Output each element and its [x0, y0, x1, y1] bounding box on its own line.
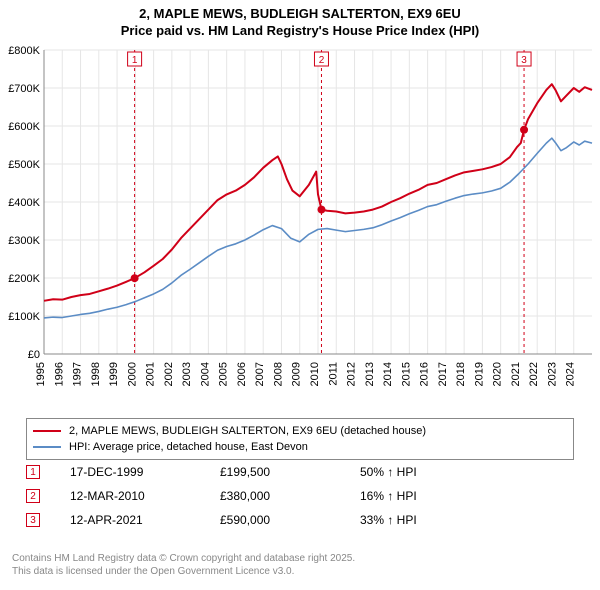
svg-text:2010: 2010	[309, 362, 321, 386]
legend-label-property: 2, MAPLE MEWS, BUDLEIGH SALTERTON, EX9 6…	[69, 425, 426, 437]
svg-text:1997: 1997	[72, 362, 84, 386]
marker-price-3: £590,000	[220, 513, 360, 527]
legend-row-property: 2, MAPLE MEWS, BUDLEIGH SALTERTON, EX9 6…	[33, 423, 567, 439]
marker-delta-1: 50% ↑ HPI	[360, 465, 480, 479]
license-line-2: This data is licensed under the Open Gov…	[12, 565, 355, 578]
title-line-2: Price paid vs. HM Land Registry's House …	[0, 23, 600, 40]
svg-text:2009: 2009	[291, 362, 303, 386]
svg-text:3: 3	[521, 55, 527, 66]
svg-text:£600K: £600K	[8, 121, 40, 133]
svg-text:£800K: £800K	[8, 45, 40, 57]
legend-label-hpi: HPI: Average price, detached house, East…	[69, 441, 308, 453]
page: 2, MAPLE MEWS, BUDLEIGH SALTERTON, EX9 6…	[0, 0, 600, 590]
marker-date-3: 12-APR-2021	[70, 513, 220, 527]
legend-row-hpi: HPI: Average price, detached house, East…	[33, 439, 567, 455]
marker-badge-1: 1	[26, 465, 40, 479]
marker-delta-3: 33% ↑ HPI	[360, 513, 480, 527]
svg-text:2017: 2017	[437, 362, 449, 386]
legend-swatch-hpi	[33, 446, 61, 448]
svg-text:2008: 2008	[272, 362, 284, 386]
marker-row-1: 1 17-DEC-1999 £199,500 50% ↑ HPI	[26, 460, 480, 484]
svg-text:2023: 2023	[546, 362, 558, 386]
marker-badge-3: 3	[26, 513, 40, 527]
marker-delta-2: 16% ↑ HPI	[360, 489, 480, 503]
legend: 2, MAPLE MEWS, BUDLEIGH SALTERTON, EX9 6…	[26, 418, 574, 460]
svg-text:2011: 2011	[327, 362, 339, 386]
marker-date-2: 12-MAR-2010	[70, 489, 220, 503]
legend-swatch-property	[33, 430, 61, 432]
svg-text:2004: 2004	[199, 362, 211, 386]
svg-text:2020: 2020	[492, 362, 504, 386]
svg-text:2007: 2007	[254, 362, 266, 386]
chart: £0 £100K £200K £300K £400K £500K £600K £700K £80…	[0, 42, 600, 412]
svg-text:2018: 2018	[455, 362, 467, 386]
svg-text:2001: 2001	[145, 362, 157, 386]
svg-text:2012: 2012	[346, 362, 358, 386]
marker-price-2: £380,000	[220, 489, 360, 503]
svg-text:2019: 2019	[473, 362, 485, 386]
svg-text:£200K: £200K	[8, 273, 40, 285]
svg-text:2016: 2016	[419, 362, 431, 386]
svg-text:2002: 2002	[163, 362, 175, 386]
marker-row-2: 2 12-MAR-2010 £380,000 16% ↑ HPI	[26, 484, 480, 508]
svg-text:1998: 1998	[90, 362, 102, 386]
svg-text:2024: 2024	[565, 362, 577, 386]
svg-text:2014: 2014	[382, 362, 394, 386]
svg-text:£500K: £500K	[8, 159, 40, 171]
svg-text:2000: 2000	[126, 362, 138, 386]
svg-text:£400K: £400K	[8, 197, 40, 209]
marker-badge-2: 2	[26, 489, 40, 503]
marker-table: 1 17-DEC-1999 £199,500 50% ↑ HPI 2 12-MA…	[26, 460, 480, 532]
svg-text:2006: 2006	[236, 362, 248, 386]
marker-price-1: £199,500	[220, 465, 360, 479]
svg-text:2021: 2021	[510, 362, 522, 386]
chart-svg: £0 £100K £200K £300K £400K £500K £600K £700K £80…	[0, 42, 600, 412]
marker-row-3: 3 12-APR-2021 £590,000 33% ↑ HPI	[26, 508, 480, 532]
svg-text:£0: £0	[28, 349, 40, 361]
marker-date-1: 17-DEC-1999	[70, 465, 220, 479]
svg-text:2003: 2003	[181, 362, 193, 386]
svg-text:1996: 1996	[53, 362, 65, 386]
svg-text:2013: 2013	[364, 362, 376, 386]
svg-text:2005: 2005	[218, 362, 230, 386]
svg-text:1: 1	[132, 55, 138, 66]
license-line-1: Contains HM Land Registry data © Crown c…	[12, 552, 355, 565]
svg-text:1999: 1999	[108, 362, 120, 386]
svg-text:£100K: £100K	[8, 311, 40, 323]
svg-text:£700K: £700K	[8, 83, 40, 95]
svg-text:2015: 2015	[400, 362, 412, 386]
svg-text:1995: 1995	[35, 362, 47, 386]
title-block: 2, MAPLE MEWS, BUDLEIGH SALTERTON, EX9 6…	[0, 0, 600, 42]
svg-text:2: 2	[319, 55, 325, 66]
svg-text:£300K: £300K	[8, 235, 40, 247]
title-line-1: 2, MAPLE MEWS, BUDLEIGH SALTERTON, EX9 6…	[0, 6, 600, 23]
license-text: Contains HM Land Registry data © Crown c…	[12, 552, 355, 578]
svg-text:2022: 2022	[528, 362, 540, 386]
